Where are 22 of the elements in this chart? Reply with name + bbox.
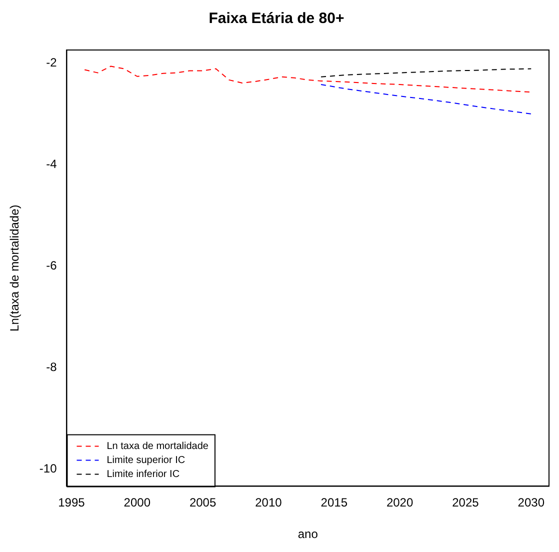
line-series bbox=[320, 68, 532, 78]
chart-title: Faixa Etária de 80+ bbox=[208, 10, 344, 28]
legend-label: Limite inferior IC bbox=[106, 468, 180, 480]
x-tick-label: 2030 bbox=[518, 496, 545, 510]
y-tick-label: -6 bbox=[46, 258, 58, 272]
y-tick-label: -2 bbox=[46, 56, 58, 70]
x-tick-label: 2000 bbox=[124, 496, 151, 510]
x-tick-label: 2010 bbox=[255, 496, 282, 510]
line-series bbox=[84, 66, 532, 93]
x-tick-label: 1995 bbox=[58, 496, 86, 510]
y-tick-label: -8 bbox=[46, 360, 58, 374]
legend-label: Limite superior IC bbox=[106, 454, 186, 466]
y-tick-label: -10 bbox=[39, 461, 58, 476]
x-tick-label: 2020 bbox=[386, 496, 414, 510]
y-axis-title: Ln(taxa de mortalidade) bbox=[8, 204, 22, 332]
x-axis-title: ano bbox=[298, 527, 318, 542]
line-series bbox=[320, 84, 532, 114]
legend-label: Ln taxa de mortalidade bbox=[106, 440, 209, 452]
x-tick-label: 2015 bbox=[320, 496, 348, 510]
x-tick-label: 2025 bbox=[452, 496, 480, 510]
x-tick-label: 2005 bbox=[189, 496, 216, 510]
y-tick-label: -4 bbox=[46, 156, 58, 171]
